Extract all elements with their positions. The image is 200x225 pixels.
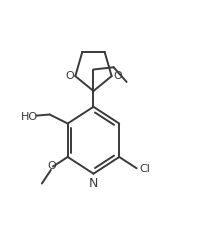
Text: HO: HO (21, 111, 38, 121)
Text: N: N (89, 176, 98, 189)
Text: O: O (112, 71, 121, 81)
Text: O: O (65, 71, 74, 81)
Text: Cl: Cl (139, 163, 150, 173)
Text: O: O (47, 161, 56, 171)
